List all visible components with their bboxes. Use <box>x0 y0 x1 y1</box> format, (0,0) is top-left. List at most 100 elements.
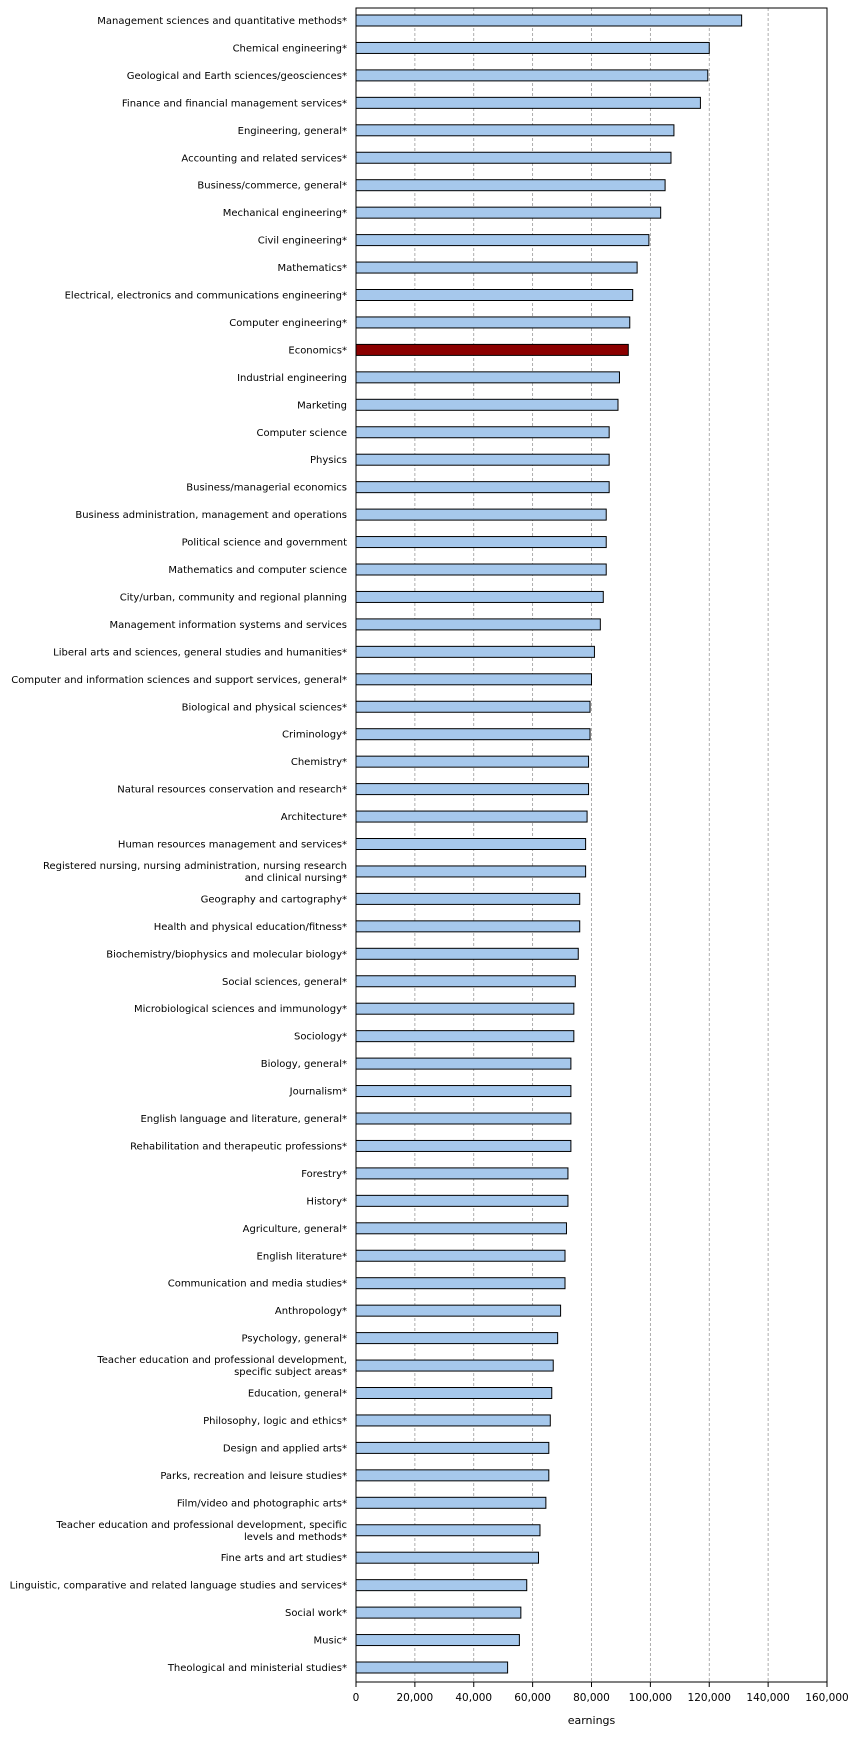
category-label: specific subject areas* <box>234 1367 347 1378</box>
category-label: Communication and media studies* <box>168 1279 347 1290</box>
category-label: Mechanical engineering* <box>223 208 347 219</box>
bar <box>355 96 701 109</box>
bar <box>355 1524 541 1537</box>
bar <box>355 316 631 329</box>
category-label: Political science and government <box>182 538 347 549</box>
category-label: History* <box>306 1196 347 1207</box>
bar <box>355 536 607 549</box>
bar <box>355 1139 572 1152</box>
category-label: Education, general* <box>248 1389 347 1400</box>
category-label: Liberal arts and sciences, general studi… <box>53 647 347 658</box>
bar <box>355 343 629 356</box>
bar <box>355 1085 572 1098</box>
category-label: Microbiological sciences and immunology* <box>134 1004 347 1015</box>
category-label: Sociology* <box>294 1032 347 1043</box>
bar <box>355 234 650 247</box>
category-label: English language and literature, general… <box>140 1114 347 1125</box>
category-label: Management information systems and servi… <box>109 620 347 631</box>
bar <box>355 1551 540 1564</box>
bar <box>355 1249 566 1262</box>
bar <box>355 728 591 741</box>
bar <box>355 1030 575 1043</box>
category-label: Linguistic, comparative and related lang… <box>10 1581 347 1592</box>
category-label: Chemistry* <box>291 757 347 768</box>
bar <box>355 508 607 521</box>
bar <box>355 1304 562 1317</box>
category-label: Architecture* <box>281 812 347 823</box>
bar <box>355 865 587 878</box>
x-tick-label: 0 <box>353 1692 360 1704</box>
bar <box>355 810 588 823</box>
category-label: Accounting and related services* <box>181 153 347 164</box>
x-axis-title: earnings <box>568 1714 616 1727</box>
category-label: Physics <box>310 455 347 466</box>
bar <box>355 1222 567 1235</box>
bar <box>355 69 709 82</box>
bar <box>355 41 710 54</box>
category-label: Computer engineering* <box>229 318 347 329</box>
bar <box>355 1332 559 1345</box>
category-label: English literature* <box>257 1251 347 1262</box>
category-label: Biochemistry/biophysics and molecular bi… <box>106 949 347 960</box>
plot-frame <box>355 7 828 1683</box>
category-label: Chemical engineering* <box>233 43 347 54</box>
category-label: levels and methods* <box>244 1532 347 1543</box>
x-tick-label: 140,000 <box>746 1692 789 1704</box>
x-tick-label: 60,000 <box>514 1692 551 1704</box>
bar <box>355 1606 522 1619</box>
category-label: Design and applied arts* <box>223 1443 347 1454</box>
bar <box>355 179 666 192</box>
bar <box>355 783 590 796</box>
x-axis-ticks: 0 20,000 40,000 60,000 80,000 100,000 120,000 1… <box>353 1682 849 1704</box>
bar <box>355 261 638 274</box>
category-label: Agriculture, general* <box>243 1224 347 1235</box>
category-label: Computer science <box>256 428 347 439</box>
category-label: Registered nursing, nursing administrati… <box>43 861 347 872</box>
x-tick-label: 100,000 <box>629 1692 672 1704</box>
bar <box>355 618 601 631</box>
bar <box>355 1359 554 1372</box>
bar <box>355 398 619 411</box>
category-label: Mathematics and computer science <box>168 565 347 576</box>
x-tick-label: 160,000 <box>805 1692 848 1704</box>
category-label: Teacher education and professional devel… <box>55 1520 347 1531</box>
bar <box>355 1112 572 1125</box>
category-label: Mathematics* <box>278 263 347 274</box>
category-label: Parks, recreation and leisure studies* <box>160 1471 347 1482</box>
category-label: Forestry* <box>301 1169 347 1180</box>
category-label: Philosophy, logic and ethics* <box>203 1416 347 1427</box>
bar <box>355 124 675 137</box>
category-label: Natural resources conservation and resea… <box>117 785 347 796</box>
bar <box>355 1634 520 1647</box>
bar <box>355 1387 553 1399</box>
category-label: Journalism* <box>289 1087 347 1098</box>
x-tick-label: 80,000 <box>573 1692 610 1704</box>
category-label: Computer and information sciences and su… <box>11 675 347 686</box>
category-label: City/urban, community and regional plann… <box>120 592 347 603</box>
bar <box>355 1414 551 1427</box>
x-tick-label: 40,000 <box>455 1692 492 1704</box>
bar <box>355 892 581 905</box>
bar <box>355 563 607 576</box>
bar <box>355 1002 575 1015</box>
category-label: Music* <box>314 1636 347 1647</box>
bar <box>355 453 610 466</box>
category-label: Film/video and photographic arts* <box>177 1498 347 1509</box>
category-label: Business/managerial economics <box>186 483 347 494</box>
category-label: and clinical nursing* <box>245 873 347 884</box>
bar <box>355 371 620 384</box>
bar <box>355 1277 566 1290</box>
category-label: Theological and ministerial studies* <box>167 1663 347 1674</box>
bar <box>355 645 595 658</box>
category-label: Psychology, general* <box>242 1334 347 1345</box>
category-label: Teacher education and professional devel… <box>96 1355 347 1366</box>
category-label: Engineering, general* <box>238 126 347 137</box>
category-label: Social sciences, general* <box>222 977 347 988</box>
bar <box>355 1469 550 1482</box>
category-label: Electrical, electronics and communicatio… <box>65 291 347 302</box>
bar <box>355 289 634 301</box>
bar <box>355 1194 569 1207</box>
bar <box>355 206 662 219</box>
category-label: Business administration, management and … <box>75 510 347 521</box>
bar <box>355 920 581 933</box>
